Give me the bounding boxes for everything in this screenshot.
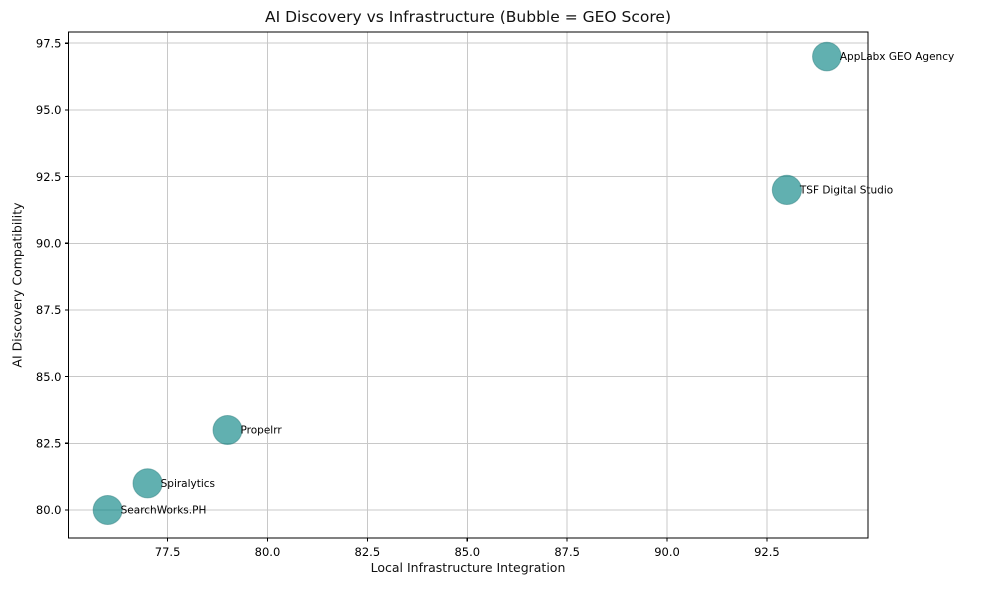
x-axis-label: Local Infrastructure Integration [370, 560, 566, 575]
bubble-spiralytics [132, 468, 163, 499]
bubble-tsf-digital-studio [771, 174, 802, 206]
y-tick-label: 82.5 [36, 437, 62, 451]
bubble-label: Propelrr [241, 424, 283, 436]
bubble-label: TSF Digital Studio [799, 184, 893, 196]
y-tick-label: 92.5 [36, 170, 62, 184]
x-tick-label: 92.5 [754, 545, 780, 559]
chart-title: AI Discovery vs Infrastructure (Bubble =… [264, 8, 672, 26]
y-tick-label: 80.0 [36, 503, 62, 517]
bubble-propelrr [212, 414, 243, 445]
x-tick-label: 90.0 [654, 545, 680, 559]
y-tick-label: 87.5 [36, 303, 62, 317]
bubble-label: AppLabx GEO Agency [840, 51, 954, 63]
y-tick-label: 85.0 [36, 370, 62, 384]
x-tick-label: 87.5 [554, 545, 580, 559]
x-tick-label: 77.5 [155, 545, 181, 559]
bubble-label: Spiralytics [161, 478, 215, 490]
y-tick-label: 90.0 [36, 236, 62, 250]
bubble-searchworks-ph [92, 494, 123, 525]
y-tick-label: 97.5 [36, 36, 62, 50]
y-tick-label: 95.0 [36, 103, 62, 117]
y-axis-label: AI Discovery Compatibility [9, 202, 25, 368]
plot-border [67, 31, 869, 539]
bubble-label: SearchWorks.PH [121, 504, 207, 516]
x-tick-label: 80.0 [255, 545, 281, 559]
bubble-applabx-geo-agency [812, 41, 842, 72]
x-tick-label: 82.5 [355, 545, 381, 559]
x-tick-label: 85.0 [454, 545, 480, 559]
